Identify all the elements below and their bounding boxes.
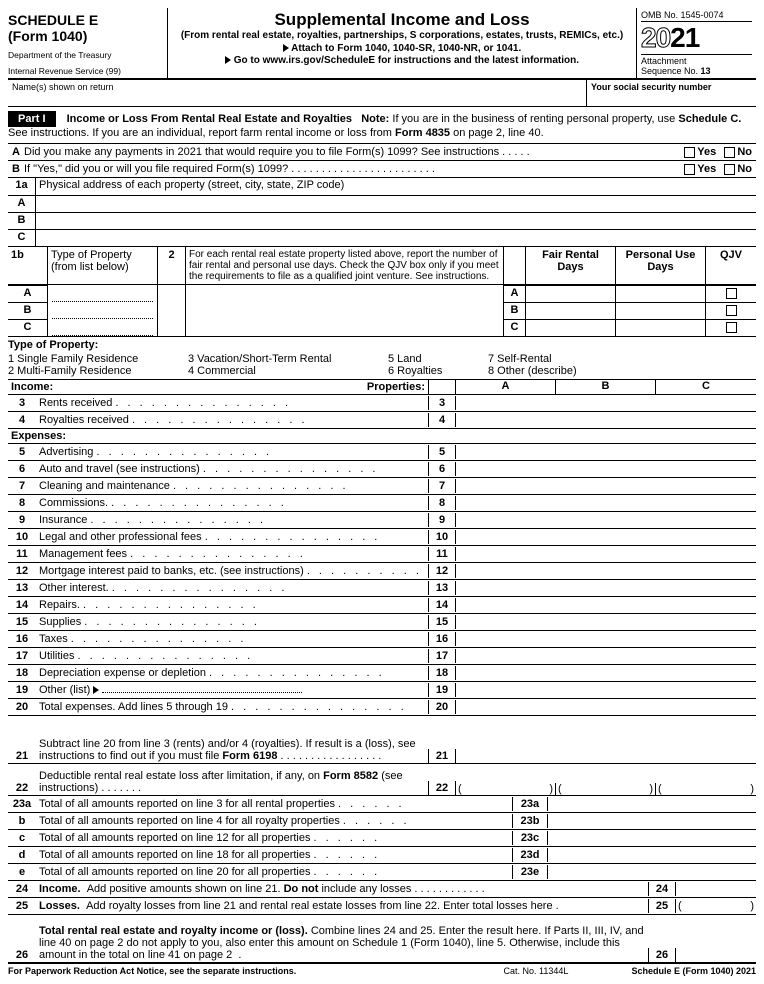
- line-9: 9Insurance . . . . . . . . . . . . . . .…: [8, 512, 756, 529]
- line-10: 10Legal and other professional fees . . …: [8, 529, 756, 546]
- line-22: 22 Deductible rental real estate loss af…: [8, 764, 756, 796]
- form-title: Supplemental Income and Loss: [172, 10, 632, 30]
- qjv-a-checkbox[interactable]: [726, 288, 737, 299]
- line-21: 21 Subtract line 20 from line 3 (rents) …: [8, 716, 756, 764]
- type-b[interactable]: [52, 302, 153, 319]
- line-12: 12Mortgage interest paid to banks, etc. …: [8, 563, 756, 580]
- pers-a[interactable]: [616, 285, 705, 302]
- form-label: (Form 1040): [8, 28, 163, 44]
- page-footer: For Paperwork Reduction Act Notice, see …: [8, 963, 756, 976]
- table-1a: 1aPhysical address of each property (str…: [8, 178, 756, 247]
- line-23d: dTotal of all amounts reported on line 1…: [8, 847, 756, 864]
- line-14: 14Repairs. . . . . . . . . . . . . . . .…: [8, 597, 756, 614]
- qa-yes-checkbox[interactable]: [684, 147, 695, 158]
- prop-c-address[interactable]: [36, 230, 756, 246]
- qjv-c-checkbox[interactable]: [726, 322, 737, 333]
- name-field[interactable]: Name(s) shown on return: [8, 80, 586, 106]
- seq-label: Sequence No. 13: [641, 66, 711, 76]
- line-19: 19Other (list) 19: [8, 682, 756, 699]
- line-23c: cTotal of all amounts reported on line 1…: [8, 830, 756, 847]
- attachment-label: Attachment: [641, 56, 687, 66]
- omb-label: OMB No. 1545-0074: [641, 10, 752, 22]
- name-ssn-row: Name(s) shown on return Your social secu…: [8, 80, 756, 107]
- line-18: 18Depreciation expense or depletion . . …: [8, 665, 756, 682]
- part1-box: Part I: [8, 111, 56, 127]
- prop-a-address[interactable]: [36, 196, 756, 212]
- property-types: Type of Property: 1 Single Family Reside…: [8, 337, 756, 380]
- goto-text: Go to www.irs.gov/ScheduleE for instruct…: [172, 55, 632, 66]
- qb-no-checkbox[interactable]: [724, 164, 735, 175]
- l22c[interactable]: (): [656, 783, 756, 795]
- line-7: 7Cleaning and maintenance . . . . . . . …: [8, 478, 756, 495]
- line-13: 13Other interest. . . . . . . . . . . . …: [8, 580, 756, 597]
- table-1b: 1b Type of Property(from list below) 2 F…: [8, 247, 756, 337]
- line-17: 17Utilities . . . . . . . . . . . . . . …: [8, 648, 756, 665]
- properties-header: Income: Properties: A B C: [8, 380, 756, 395]
- line-15: 15Supplies . . . . . . . . . . . . . . .…: [8, 614, 756, 631]
- line-24: 24 Income. Add positive amounts shown on…: [8, 881, 756, 898]
- question-a: A Did you make any payments in 2021 that…: [8, 144, 756, 161]
- pers-c[interactable]: [616, 319, 705, 336]
- irs-label: Internal Revenue Service (99): [8, 66, 163, 76]
- attach-text: Attach to Form 1040, 1040-SR, 1040-NR, o…: [172, 43, 632, 54]
- fair-c[interactable]: [526, 319, 615, 336]
- form-subtitle: (From rental real estate, royalties, par…: [172, 30, 632, 41]
- line-5: 5Advertising . . . . . . . . . . . . . .…: [8, 444, 756, 461]
- qjv-b-checkbox[interactable]: [726, 305, 737, 316]
- line-26: 26 Total rental real estate and royalty …: [8, 915, 756, 963]
- prop-b-address[interactable]: [36, 213, 756, 229]
- question-b: B If "Yes," did you or will you file req…: [8, 161, 756, 178]
- line-16: 16Taxes . . . . . . . . . . . . . . .16: [8, 631, 756, 648]
- tax-year: 2021: [641, 22, 752, 54]
- line-25: 25 Losses. Add royalty losses from line …: [8, 898, 756, 915]
- form-header: SCHEDULE E (Form 1040) Department of the…: [8, 8, 756, 80]
- line-6: 6Auto and travel (see instructions) . . …: [8, 461, 756, 478]
- l22a[interactable]: (): [456, 783, 556, 795]
- line-20: 20Total expenses. Add lines 5 through 19…: [8, 699, 756, 716]
- line-23e: eTotal of all amounts reported on line 2…: [8, 864, 756, 881]
- ssn-field[interactable]: Your social security number: [586, 80, 756, 106]
- fair-a[interactable]: [526, 285, 615, 302]
- l25-val[interactable]: (): [676, 900, 756, 912]
- dept-label: Department of the Treasury: [8, 50, 163, 60]
- line-11: 11Management fees . . . . . . . . . . . …: [8, 546, 756, 563]
- type-c[interactable]: [52, 319, 153, 336]
- line-23b: bTotal of all amounts reported on line 4…: [8, 813, 756, 830]
- qa-no-checkbox[interactable]: [724, 147, 735, 158]
- line-23a: 23aTotal of all amounts reported on line…: [8, 796, 756, 813]
- fair-b[interactable]: [526, 302, 615, 319]
- pers-b[interactable]: [616, 302, 705, 319]
- qb-yes-checkbox[interactable]: [684, 164, 695, 175]
- part1-header: Part I Income or Loss From Rental Real E…: [8, 107, 756, 144]
- line-3: 3Rents received . . . . . . . . . . . . …: [8, 395, 756, 412]
- expenses-header: Expenses:: [8, 429, 756, 444]
- line-4: 4Royalties received . . . . . . . . . . …: [8, 412, 756, 429]
- l22b[interactable]: (): [556, 783, 656, 795]
- schedule-label: SCHEDULE E: [8, 12, 163, 28]
- line-8: 8Commissions. . . . . . . . . . . . . . …: [8, 495, 756, 512]
- type-a[interactable]: [52, 285, 153, 302]
